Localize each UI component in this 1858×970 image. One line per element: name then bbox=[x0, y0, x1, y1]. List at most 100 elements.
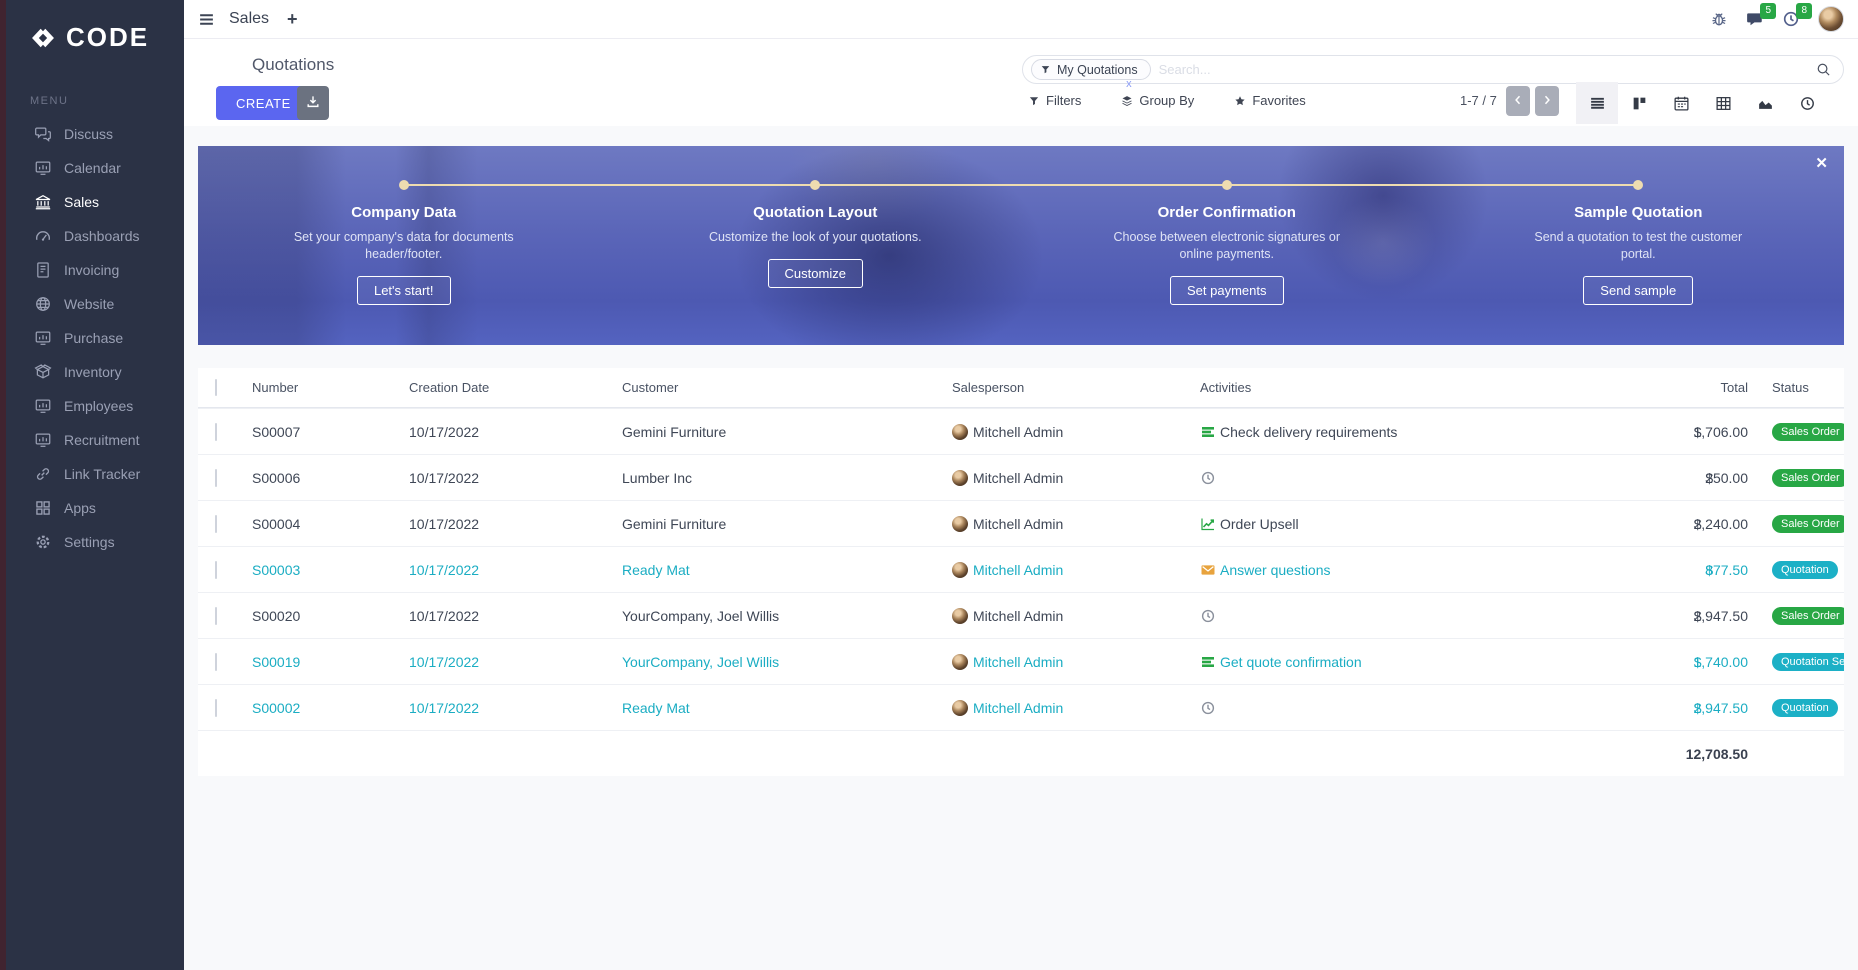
sidebar-item-apps[interactable]: Apps bbox=[6, 491, 184, 525]
sidebar-item-employees[interactable]: Employees bbox=[6, 389, 184, 423]
status-badge: Sales Order bbox=[1772, 423, 1844, 441]
activity-view-button[interactable] bbox=[1786, 82, 1828, 124]
step-title: Quotation Layout bbox=[753, 204, 878, 221]
quotation-row-s00003[interactable]: S00003 10/17/2022 Ready Mat Mitchell Admin A… bbox=[198, 546, 1844, 592]
kanban-view-button[interactable] bbox=[1618, 82, 1660, 124]
step-action-button-set-payments[interactable]: Set payments bbox=[1170, 275, 1284, 305]
activity-cell[interactable]: Answer questions bbox=[1192, 562, 1472, 578]
app-title[interactable]: Sales bbox=[229, 10, 270, 27]
monitor-icon bbox=[34, 159, 52, 177]
pager-next-button[interactable] bbox=[1535, 86, 1559, 116]
sidebar-item-purchase[interactable]: Purchase bbox=[6, 321, 184, 355]
pager-previous-button[interactable] bbox=[1506, 86, 1530, 116]
column-header-date[interactable]: Creation Date bbox=[409, 380, 490, 395]
row-checkbox[interactable] bbox=[215, 698, 217, 717]
activity-cell[interactable]: Get quote confirmation bbox=[1192, 654, 1472, 670]
search-icon[interactable] bbox=[1816, 62, 1831, 77]
sidebar-item-discuss[interactable]: Discuss bbox=[6, 117, 184, 151]
gear-icon bbox=[34, 533, 52, 551]
globe-icon bbox=[34, 295, 52, 313]
sidebar-item-website[interactable]: Website bbox=[6, 287, 184, 321]
activity-cell[interactable] bbox=[1192, 700, 1472, 716]
topbar-left: Sales + bbox=[198, 9, 302, 30]
step-action-button-customize[interactable]: Customize bbox=[767, 258, 863, 288]
topbar-right: 5 8 bbox=[1710, 3, 1844, 32]
search-input[interactable] bbox=[1150, 62, 1816, 77]
quotation-row-s00007[interactable]: S00007 10/17/2022 Gemini Furniture Mitchell… bbox=[198, 408, 1844, 454]
salesperson-name: Mitchell Admin bbox=[973, 607, 1064, 624]
total-amount: $1,740.00 bbox=[1693, 653, 1749, 670]
list-view-button[interactable] bbox=[1576, 82, 1618, 124]
salesperson-cell: Mitchell Admin bbox=[944, 699, 1192, 716]
column-header-activities[interactable]: Activities bbox=[1200, 380, 1252, 395]
quotation-row-s00004[interactable]: S00004 10/17/2022 Gemini Furniture Mitchell… bbox=[198, 500, 1844, 546]
calendar-view-button[interactable] bbox=[1660, 82, 1702, 124]
activity-label: Order Upsell bbox=[1220, 515, 1299, 532]
pivot-view-button[interactable] bbox=[1702, 82, 1744, 124]
step-action-button-send-sample[interactable]: Send sample bbox=[1583, 275, 1694, 305]
sidebar-item-sales[interactable]: Sales bbox=[6, 185, 184, 219]
step-description: Choose between electronic signatures or … bbox=[1113, 230, 1341, 261]
row-checkbox[interactable] bbox=[215, 606, 217, 625]
row-checkbox[interactable] bbox=[215, 422, 217, 441]
quotation-row-s00020[interactable]: S00020 10/17/2022 YourCompany, Joel Willis… bbox=[198, 592, 1844, 638]
sidebar-item-settings[interactable]: Settings bbox=[6, 525, 184, 559]
creation-date: 10/17/2022 bbox=[409, 561, 480, 578]
sidebar-item-recruitment[interactable]: Recruitment bbox=[6, 423, 184, 457]
select-all-checkbox[interactable] bbox=[215, 379, 217, 396]
activities-clock-icon[interactable]: 8 bbox=[1782, 3, 1812, 28]
quotation-number: S00020 bbox=[252, 607, 301, 624]
app-logo[interactable]: CODE bbox=[6, 0, 184, 53]
activity-cell[interactable] bbox=[1192, 608, 1472, 624]
activity-chart-icon bbox=[1200, 516, 1216, 532]
monitor-icon bbox=[34, 329, 52, 347]
row-checkbox[interactable] bbox=[215, 652, 217, 671]
activity-cell[interactable]: Check delivery requirements bbox=[1192, 424, 1472, 440]
filters-button[interactable]: Filters bbox=[1028, 93, 1081, 108]
step-action-button-let-s-start[interactable]: Let's start! bbox=[356, 275, 451, 305]
column-header-status[interactable]: Status bbox=[1772, 380, 1809, 395]
quotation-number: S00002 bbox=[252, 699, 301, 716]
column-header-total[interactable]: Total bbox=[1720, 380, 1748, 395]
step-dot bbox=[810, 180, 821, 190]
activity-list-icon bbox=[1200, 654, 1216, 670]
favorites-button[interactable]: Favorites bbox=[1234, 93, 1306, 108]
quotation-row-s00006[interactable]: S00006 10/17/2022 Lumber Inc Mitchell Admin… bbox=[198, 454, 1844, 500]
sidebar-item-inventory[interactable]: Inventory bbox=[6, 355, 184, 389]
create-button[interactable]: CREATE bbox=[216, 86, 311, 120]
activity-label: Get quote confirmation bbox=[1220, 653, 1362, 670]
sidebar-item-calendar[interactable]: Calendar bbox=[6, 151, 184, 185]
quotation-row-s00002[interactable]: S00002 10/17/2022 Ready Mat Mitchell Admin $… bbox=[198, 684, 1844, 730]
onboarding-timeline bbox=[402, 184, 1640, 186]
monitor-icon bbox=[34, 397, 52, 415]
activity-cell[interactable]: Order Upsell bbox=[1192, 516, 1472, 532]
total-amount: $2,240.00 bbox=[1693, 515, 1749, 532]
sidebar-item-dashboards[interactable]: Dashboards bbox=[6, 219, 184, 253]
star-icon bbox=[1235, 95, 1245, 105]
row-checkbox[interactable] bbox=[215, 468, 217, 487]
sidebar-item-link-tracker[interactable]: Link Tracker bbox=[6, 457, 184, 491]
sidebar-item-invoicing[interactable]: Invoicing bbox=[6, 253, 184, 287]
sidebar-item-label: Link Tracker bbox=[64, 466, 141, 482]
column-header-number[interactable]: Number bbox=[252, 380, 299, 395]
banner-close-button[interactable]: ✕ bbox=[1815, 155, 1828, 172]
activity-cell[interactable] bbox=[1192, 470, 1472, 486]
export-button[interactable] bbox=[297, 86, 329, 120]
column-header-salesperson[interactable]: Salesperson bbox=[952, 380, 1025, 395]
step-title: Company Data bbox=[351, 204, 457, 221]
status-badge: Quotation bbox=[1772, 699, 1838, 717]
graph-view-button[interactable] bbox=[1744, 82, 1786, 124]
user-avatar[interactable] bbox=[1818, 6, 1844, 32]
facet-remove-button[interactable]: x bbox=[1126, 78, 1132, 90]
graph-view-icon bbox=[1758, 100, 1772, 109]
salesperson-avatar bbox=[952, 515, 968, 532]
quotation-row-s00019[interactable]: S00019 10/17/2022 YourCompany, Joel Willis… bbox=[198, 638, 1844, 684]
row-checkbox[interactable] bbox=[215, 514, 217, 533]
hamburger-menu-icon[interactable] bbox=[198, 11, 215, 28]
group-by-button[interactable]: Group By bbox=[1121, 93, 1194, 108]
messages-icon[interactable]: 5 bbox=[1746, 3, 1776, 28]
debug-bug-icon[interactable] bbox=[1710, 10, 1728, 28]
column-header-customer[interactable]: Customer bbox=[622, 380, 679, 395]
new-tab-button[interactable]: + bbox=[287, 8, 298, 29]
row-checkbox[interactable] bbox=[215, 560, 217, 579]
